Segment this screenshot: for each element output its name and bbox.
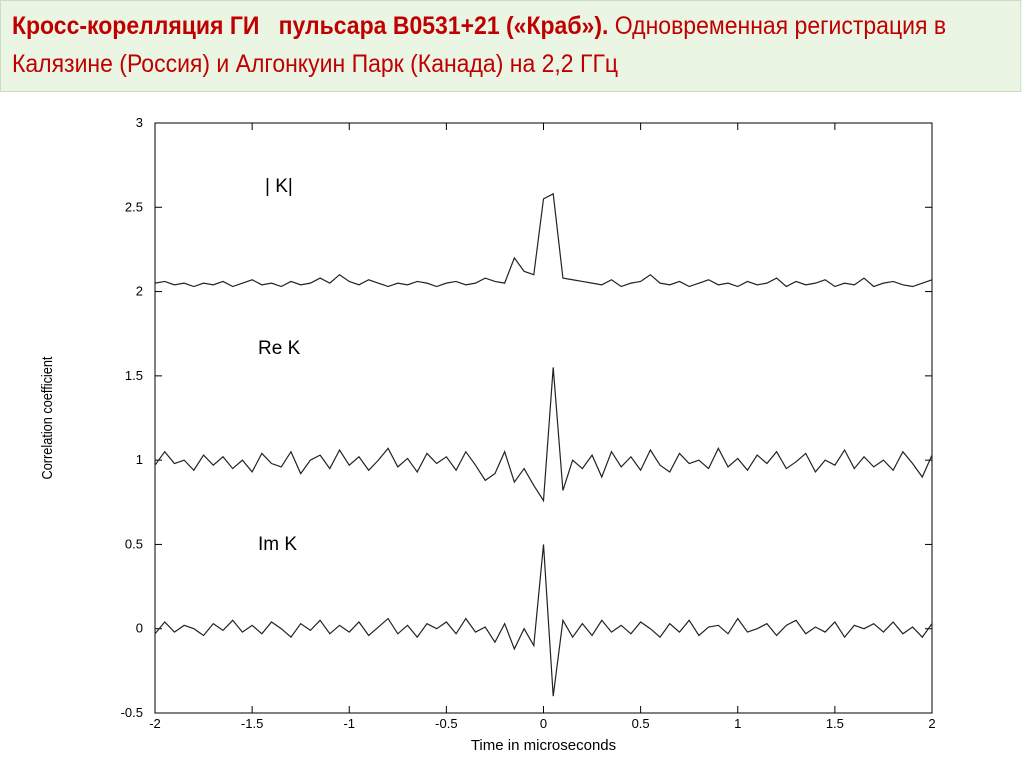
x-axis-label: Time in microseconds [471,737,616,754]
y-tick-label: 2 [136,284,143,299]
annotation: | K| [265,176,293,197]
title-rest: Одновременная регистрация в Калязине (Ро… [11,12,953,78]
y-tick-label: 1 [136,452,143,467]
y-tick-label: 3 [136,115,143,130]
x-tick-label: 0.5 [632,716,650,731]
x-tick-label: 1 [734,716,741,731]
y-tick-label: 1.5 [125,368,143,383]
y-tick-label: -0.5 [121,705,143,720]
x-tick-label: 1.5 [826,716,844,731]
series-line [154,367,933,503]
annotation: Im K [258,534,297,555]
x-tick-label: 2 [928,716,935,731]
y-tick-label: 0 [136,621,143,636]
title-bold: Кросс-корелляция ГИ пульсара В0531+21 («… [11,12,609,40]
x-tick-label: 0 [540,716,547,731]
x-tick-label: -0.5 [435,716,457,731]
series-line [154,192,933,288]
x-tick-label: -2 [149,716,161,731]
annotation: Re K [258,338,301,359]
y-axis-label: Correlation coefficient [38,356,55,479]
x-tick-label: -1.5 [241,716,263,731]
header: Кросс-корелляция ГИ пульсара В0531+21 («… [0,0,1022,92]
y-tick-label: 0.5 [125,536,143,551]
series-line [154,544,933,697]
plot-frame [154,122,933,714]
y-tick-label: 2.5 [125,199,143,214]
x-tick-label: -1 [343,716,355,731]
